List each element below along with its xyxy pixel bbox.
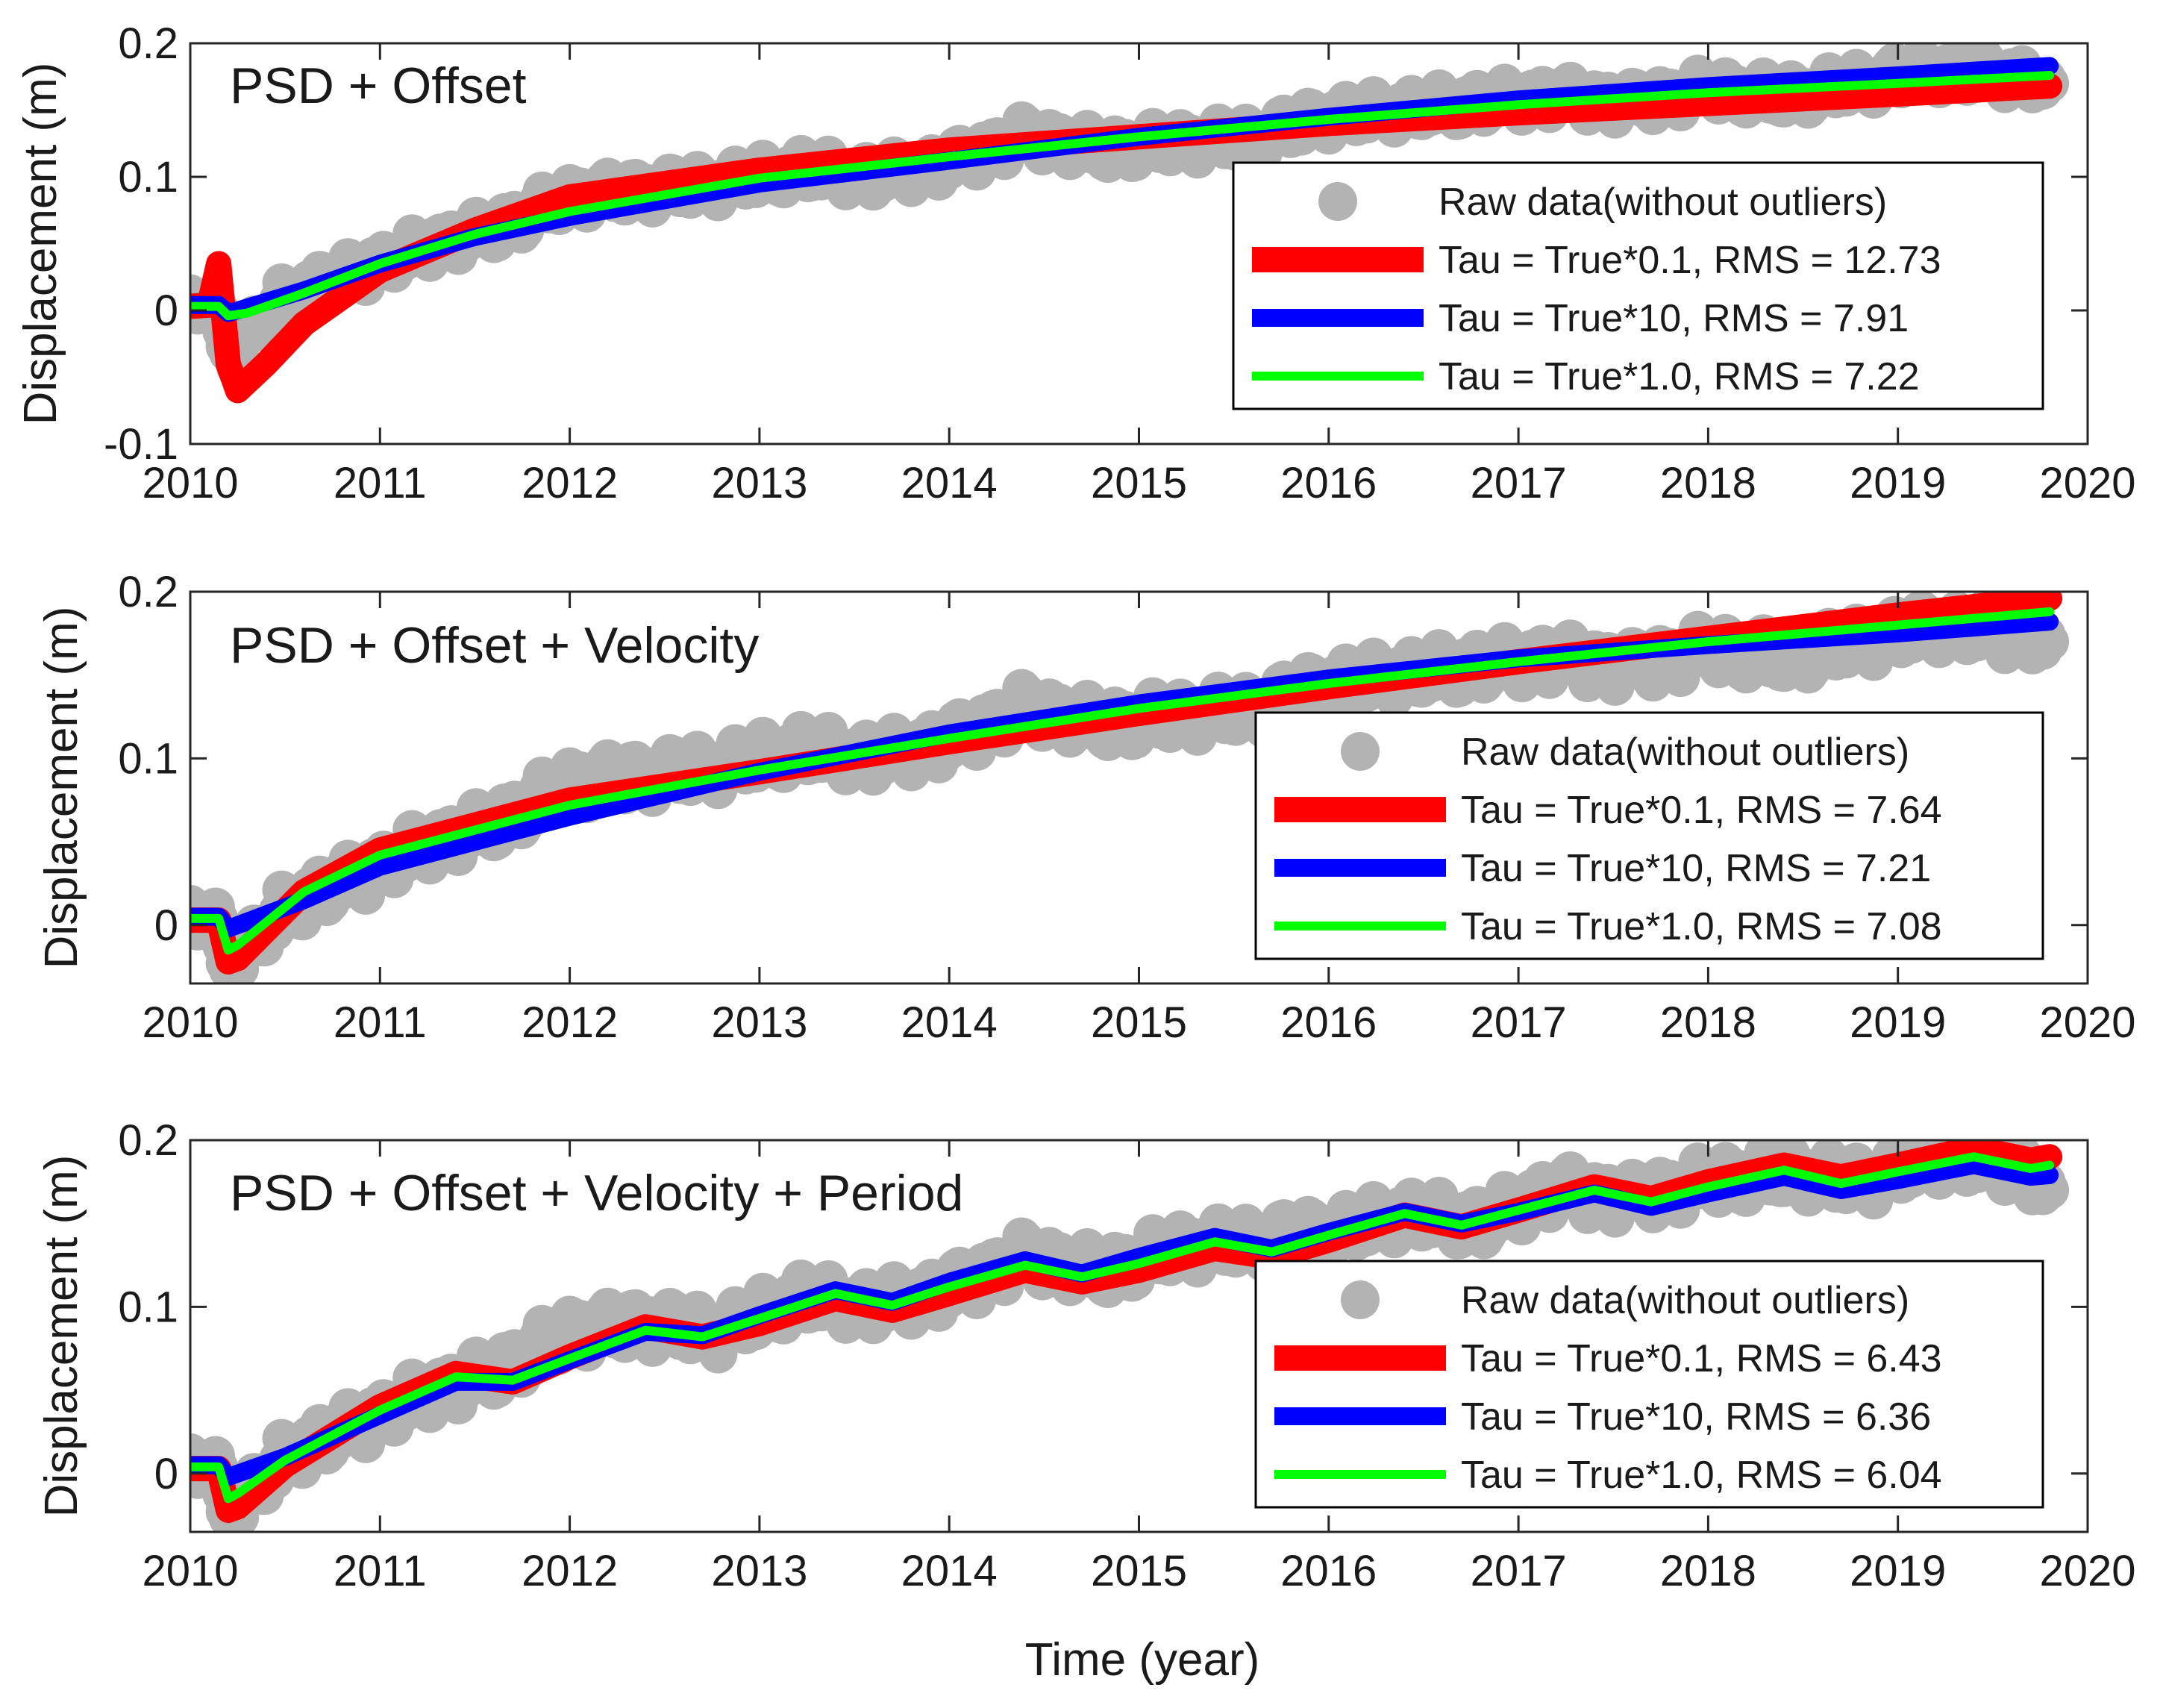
series-line-green [190, 607, 2055, 955]
y-tick-label: 0.1 [118, 734, 178, 783]
plot-content [190, 43, 2070, 404]
y-tick-label: 0 [154, 287, 178, 335]
x-tick-label: 2019 [1850, 1547, 1946, 1595]
x-tick-label: 2015 [1091, 459, 1187, 507]
x-tick-label: 2010 [142, 1547, 238, 1595]
x-tick-label: 2012 [522, 998, 618, 1047]
x-tick-label: 2011 [334, 459, 427, 507]
x-tick-label: 2014 [901, 1547, 998, 1595]
y-tick-label: 0.2 [118, 19, 178, 68]
x-tick-label: 2010 [142, 998, 238, 1047]
panel-psd-offset-velocity-period: 2010 2011 2012 2013 2014 2015 2016 2017 2018 2019… [36, 1116, 2136, 1595]
x-tick-label: 2020 [2039, 998, 2135, 1047]
legend-label: Tau = True*0.1, RMS = 6.43 [1461, 1337, 1942, 1380]
x-tick-label: 2015 [1091, 998, 1187, 1047]
legend-label: Tau = True*0.1, RMS = 7.64 [1461, 789, 1942, 832]
plot-content [190, 1140, 2070, 1532]
y-tick-label: 0.1 [118, 153, 178, 201]
legend: Raw data(without outliers) Tau = True*0.1… [1254, 711, 2044, 960]
x-tick-label: 2016 [1280, 459, 1377, 507]
raw-data-point [2030, 622, 2070, 661]
x-tick-label: 2013 [711, 998, 807, 1047]
x-tick-label: 2018 [1660, 459, 1756, 507]
legend-label: Raw data(without outliers) [1461, 1279, 1909, 1322]
legend-marker-raw [1341, 732, 1380, 771]
x-tick-label: 2019 [1850, 459, 1946, 507]
panel-psd-offset-velocity: 2010 2011 2012 2013 2014 2015 2016 2017 2018 2019… [36, 568, 2136, 1047]
x-tick-label: 2013 [711, 1547, 807, 1595]
y-axis-label: Displacement (m) [36, 607, 87, 969]
x-tick-label: 2012 [522, 459, 618, 507]
legend-label: Tau = True*0.1, RMS = 12.73 [1439, 239, 1941, 282]
panel-title: PSD + Offset [230, 57, 527, 114]
plot-content [190, 592, 2070, 983]
legend-label: Tau = True*1.0, RMS = 6.04 [1461, 1454, 1942, 1497]
x-tick-label: 2018 [1660, 1547, 1756, 1595]
x-tick-label: 2014 [901, 459, 998, 507]
x-tick-label: 2017 [1471, 998, 1567, 1047]
y-axis-label: Displacement (m) [36, 1155, 87, 1518]
series-line-green [190, 1152, 2055, 1504]
y-tick-label: 0.2 [118, 1116, 178, 1165]
x-tick-label: 2011 [334, 998, 427, 1047]
legend: Raw data(without outliers) Tau = True*0.1… [1232, 161, 2044, 410]
legend-label: Raw data(without outliers) [1461, 731, 1909, 774]
x-tick-label: 2014 [901, 998, 998, 1047]
y-tick-label: -0.1 [104, 420, 178, 469]
legend-label: Tau = True*10, RMS = 7.91 [1439, 297, 1909, 340]
x-axis-label: Time (year) [1025, 1634, 1260, 1686]
x-tick-label: 2017 [1471, 459, 1567, 507]
y-tick-label: 0.1 [118, 1283, 178, 1331]
x-tick-label: 2013 [711, 459, 807, 507]
x-tick-label: 2020 [2039, 1547, 2135, 1595]
legend-box [1254, 711, 2044, 960]
legend-label: Tau = True*1.0, RMS = 7.22 [1439, 355, 1920, 398]
panel-title: PSD + Offset + Velocity + Period [230, 1165, 963, 1221]
x-tick-label: 2018 [1660, 998, 1756, 1047]
legend-label: Tau = True*1.0, RMS = 7.08 [1461, 905, 1942, 948]
legend-box [1232, 161, 2044, 410]
series-line-red [190, 73, 2063, 404]
x-tick-label: 2011 [334, 1547, 427, 1595]
x-tick-label: 2016 [1280, 998, 1377, 1047]
y-tick-label: 0 [154, 901, 178, 950]
y-axis-label: Displacement (m) [15, 63, 66, 425]
legend-label: Tau = True*10, RMS = 7.21 [1461, 847, 1931, 890]
legend-marker-raw [1341, 1280, 1380, 1319]
series-line-green [190, 71, 2055, 321]
x-tick-label: 2010 [142, 459, 238, 507]
x-tick-label: 2012 [522, 1547, 618, 1595]
y-tick-label: 0 [154, 1450, 178, 1498]
legend-label: Raw data(without outliers) [1439, 181, 1887, 224]
x-tick-label: 2019 [1850, 998, 1946, 1047]
y-tick-label: 0.2 [118, 568, 178, 616]
legend-marker-raw [1318, 182, 1357, 221]
legend-label: Tau = True*10, RMS = 6.36 [1461, 1395, 1931, 1439]
x-tick-label: 2016 [1280, 1547, 1377, 1595]
x-tick-label: 2015 [1091, 1547, 1187, 1595]
x-tick-label: 2017 [1471, 1547, 1567, 1595]
legend: Raw data(without outliers) Tau = True*0.1… [1254, 1260, 2044, 1509]
x-tick-label: 2020 [2039, 459, 2135, 507]
panel-psd-offset: 2010 2011 2012 2013 2014 2015 2016 2017 2018 2019… [15, 19, 2136, 507]
panel-title: PSD + Offset + Velocity [230, 617, 759, 674]
legend-box [1254, 1260, 2044, 1509]
